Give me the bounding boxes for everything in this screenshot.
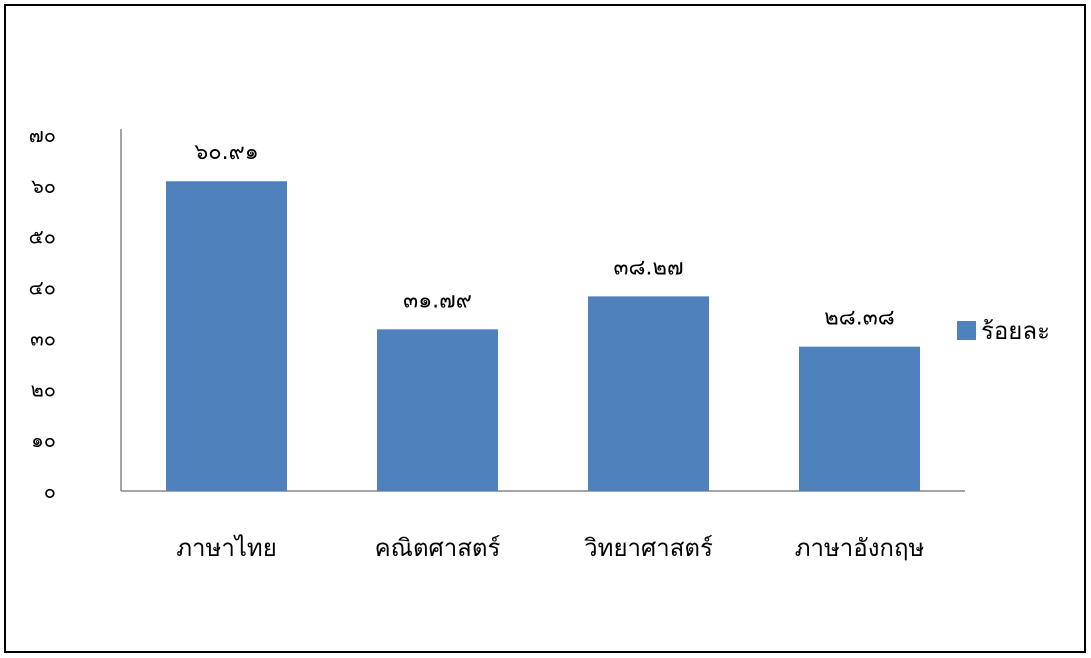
- x-tick-label: วิทยาศาสตร์: [584, 534, 713, 562]
- bar: [166, 181, 287, 492]
- data-label: ๖๐.๙๑: [194, 140, 258, 165]
- y-tick-label: ๒๐: [31, 377, 56, 401]
- legend-swatch: [957, 321, 976, 340]
- y-tick-label: ๕๐: [29, 225, 56, 249]
- y-tick-label: ๖๐: [31, 174, 56, 198]
- y-tick-label: ๑๐: [31, 428, 56, 452]
- y-tick-label: ๗๐: [29, 123, 56, 147]
- x-tick-label: คณิตศาสตร์: [375, 534, 501, 562]
- y-tick-label: ๓๐: [30, 326, 56, 350]
- data-label: ๒๘.๓๘: [824, 306, 894, 331]
- bar: [799, 346, 920, 491]
- data-label: ๓๑.๗๙: [403, 288, 472, 313]
- bar: [377, 329, 498, 491]
- x-tick-label: ภาษาไทย: [176, 534, 277, 562]
- data-label: ๓๘.๒๗: [613, 255, 683, 280]
- y-tick-label: ๐: [44, 479, 56, 503]
- x-tick-label: ภาษาอังกฤษ: [795, 534, 925, 562]
- bar: [588, 296, 709, 491]
- y-tick-label: ๔๐: [29, 276, 56, 300]
- legend-label: ร้อยละ: [981, 317, 1050, 345]
